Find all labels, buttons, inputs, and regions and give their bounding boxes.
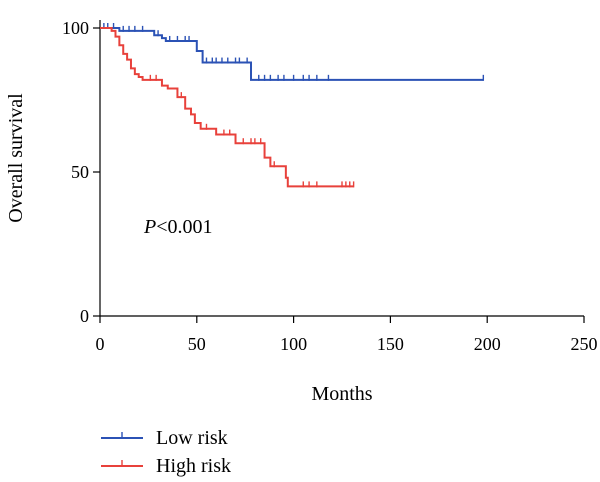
legend-item-high-risk: High risk <box>101 455 231 477</box>
x-axis-label: Months <box>311 383 372 405</box>
x-tick-label-100: 100 <box>280 334 307 354</box>
legend-label-high-risk: High risk <box>156 455 231 477</box>
axes <box>99 20 584 317</box>
y-tick-label-0: 0 <box>80 306 89 326</box>
p-value-number: <0.001 <box>156 216 212 238</box>
p-value-symbol: P <box>143 216 156 238</box>
high-risk-survival-curve <box>100 27 354 188</box>
legend-item-low-risk: Low risk <box>101 427 228 449</box>
x-tick-label-50: 50 <box>188 334 206 354</box>
series-layer <box>100 23 485 188</box>
y-tick-label-50: 50 <box>71 162 89 182</box>
p-value-annotation: P<0.001 <box>143 216 213 238</box>
x-tick-label-200: 200 <box>474 334 501 354</box>
x-tick-label-250: 250 <box>571 334 598 354</box>
y-axis-label: Overall survival <box>5 93 27 223</box>
x-tick-label-0: 0 <box>96 334 105 354</box>
x-tick-label-150: 150 <box>377 334 404 354</box>
legend: Low risk High risk <box>101 427 231 477</box>
ticks: 0 50 100 150 200 250 0 50 100 <box>62 18 598 354</box>
y-tick-label-100: 100 <box>62 18 89 38</box>
legend-label-low-risk: Low risk <box>156 427 228 449</box>
